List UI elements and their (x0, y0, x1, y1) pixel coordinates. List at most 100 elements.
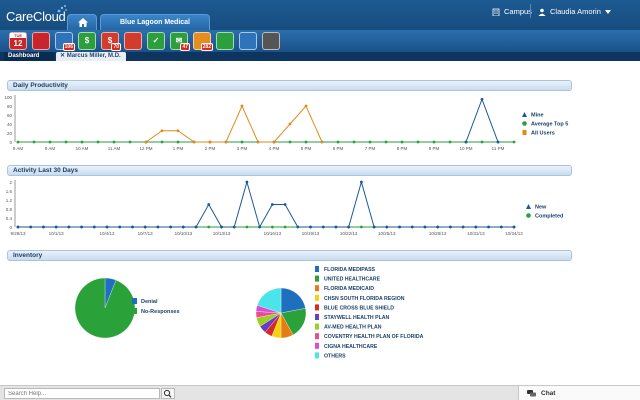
data-point (245, 180, 249, 184)
calendar-icon[interactable]: TUE 12 (9, 32, 27, 50)
legend-swatch (132, 308, 137, 314)
data-point (220, 225, 223, 229)
data-point (385, 225, 389, 229)
x-tick-label: 10/28/13 (429, 231, 447, 236)
x-tick-label: 9/28/13 (10, 231, 26, 236)
data-point (258, 225, 262, 229)
data-point (416, 140, 420, 144)
x-tick-label: 10/31/13 (467, 231, 485, 236)
x-tick-label: 11 AM (108, 146, 121, 151)
data-point (272, 140, 276, 144)
panel-header-productivity[interactable]: Daily Productivity (7, 80, 572, 91)
tab-provider[interactable]: ✕ Marcus Miller, M.D. (56, 52, 126, 61)
legend-label: All Users (531, 131, 555, 137)
data-point (304, 104, 308, 108)
legend-label: CIGNA HEALTHCARE (324, 344, 378, 350)
data-point (423, 225, 427, 229)
pie-slice (74, 277, 136, 339)
notification-badge: 70 (111, 43, 121, 51)
data-point (270, 203, 274, 206)
legend-label: AV-MED HEALTH PLAN (324, 325, 382, 331)
reports-icon[interactable] (216, 32, 234, 50)
legend-swatch (315, 304, 319, 311)
legend-swatch (315, 314, 319, 320)
data-point (29, 225, 33, 229)
productivity-chart: 100 80 60 40 20 08 AM 9 AM 10 AM 11 AM 12 PM 1 PM 2… (4, 95, 568, 151)
user-menu[interactable]: Claudia Amorin (538, 7, 611, 16)
practice-tab[interactable]: Blue Lagoon Medical (100, 14, 210, 30)
data-point (80, 225, 83, 229)
clinical-icon[interactable]: 106 (55, 32, 75, 51)
messages-icon[interactable]: ✉ 47 (170, 32, 190, 51)
data-point (480, 140, 484, 144)
inventory-charts: Denial No-Responses FLORIDA MEDIPASS UNITED… (74, 266, 424, 359)
close-icon[interactable]: ✕ (60, 53, 67, 59)
data-point (288, 140, 292, 144)
data-point (42, 225, 45, 229)
data-point (448, 140, 452, 144)
data-point (352, 140, 356, 144)
data-point (118, 225, 122, 229)
tab-provider-label: Marcus Miller, M.D. (66, 53, 121, 59)
legend-swatch (315, 285, 319, 292)
data-point (398, 225, 401, 229)
x-tick-label: 6 PM (333, 146, 344, 151)
y-tick-label: 2 (9, 180, 12, 185)
claims-icon[interactable]: $70 (101, 32, 121, 51)
data-point (432, 140, 436, 144)
user-name: Claudia Amorin (550, 7, 601, 16)
bottom-bar: Chat (0, 385, 640, 400)
y-tick-label: 20 (7, 131, 13, 136)
analytics-icon[interactable] (239, 32, 257, 50)
data-point (232, 225, 236, 229)
tab-dashboard[interactable]: Dashboard (4, 52, 54, 61)
chat-button[interactable]: Chat (518, 386, 640, 400)
y-tick-label: 0.4 (6, 216, 13, 221)
campus-menu[interactable]: Campus (492, 7, 532, 16)
legend-label: Mine (531, 113, 544, 119)
legend-marker-square (522, 130, 527, 135)
search-help-input[interactable] (4, 388, 160, 399)
patients-icon[interactable] (32, 32, 50, 50)
legend-swatch (132, 298, 137, 304)
data-point (245, 225, 249, 229)
data-point (359, 225, 363, 229)
x-tick-label: 10/22/13 (340, 231, 358, 236)
series-line-new (18, 180, 514, 229)
data-point (143, 225, 147, 229)
x-tick-label: 10/1/13 (49, 231, 65, 236)
search-button[interactable] (161, 388, 175, 399)
y-tick-label: 60 (7, 113, 13, 118)
data-point (372, 225, 376, 229)
home-tab[interactable] (67, 14, 97, 30)
documents-icon[interactable] (124, 32, 142, 50)
legend-marker-circle (522, 121, 527, 126)
pie-slice (280, 287, 306, 314)
panel-header-inventory[interactable]: Inventory (7, 250, 572, 261)
tasks-icon[interactable]: ✓ (147, 32, 165, 50)
billing-icon[interactable]: $ (78, 32, 96, 50)
brand-logo[interactable]: CareCloud (6, 9, 66, 24)
data-point (208, 140, 212, 144)
data-point (131, 225, 134, 229)
settings-icon[interactable] (262, 32, 280, 50)
data-point (499, 225, 503, 229)
data-point (480, 97, 484, 101)
data-point (240, 140, 244, 144)
x-tick-label: 11 PM (492, 146, 505, 151)
chevron-down-icon (604, 9, 611, 14)
x-tick-label: 9 PM (429, 146, 440, 151)
y-tick-label: 1.2 (6, 198, 13, 203)
x-tick-label: 10/4/13 (100, 231, 116, 236)
panel-header-activity[interactable]: Activity Last 30 Days (7, 165, 572, 176)
contacts-icon[interactable]: 282 (193, 32, 213, 51)
module-toolbar: TUE 12 106 $ $70 ✓ ✉ 47 282 (0, 30, 640, 52)
data-point (512, 140, 516, 144)
data-point (461, 225, 465, 229)
x-tick-label: 10/13/13 (213, 231, 231, 236)
data-point (288, 122, 292, 126)
data-point (207, 203, 211, 206)
data-point (464, 140, 468, 144)
data-point (16, 140, 20, 144)
y-tick-label: 0 (9, 140, 12, 145)
